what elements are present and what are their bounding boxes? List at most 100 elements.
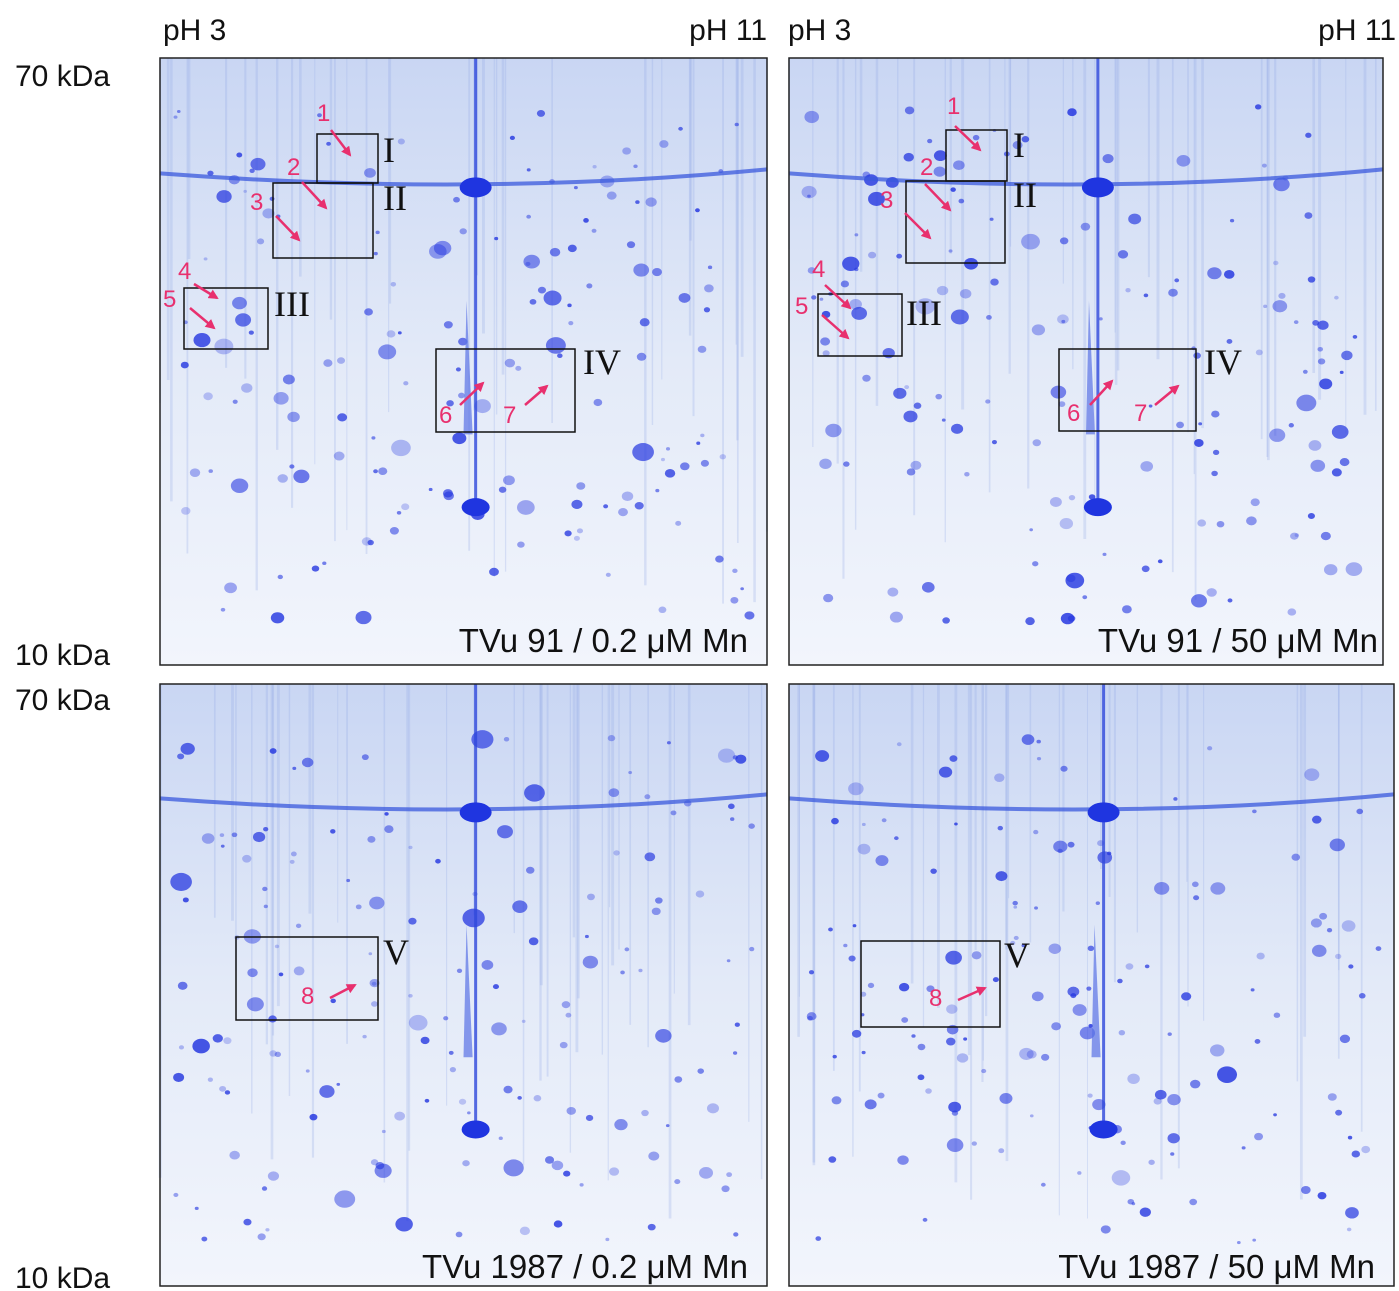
gel-spot (1288, 423, 1294, 428)
gel-spot (224, 1090, 231, 1095)
gel-spot (529, 299, 537, 305)
gel-spot (948, 1101, 962, 1113)
gel-spot (1036, 739, 1041, 744)
gel-spot (1083, 498, 1112, 517)
gel-spot (806, 1012, 817, 1021)
gel-spot (898, 982, 910, 992)
gel-spot (219, 1085, 227, 1092)
gel-spot (626, 241, 636, 249)
gel-spot (446, 400, 454, 407)
gel-spot (1263, 304, 1268, 309)
gel-spot (1352, 334, 1358, 339)
gel-spot (896, 742, 902, 747)
gel-spot (807, 194, 811, 198)
gel-spot (361, 754, 369, 761)
gel-spot (851, 1029, 862, 1038)
gel-spot (1031, 991, 1044, 1002)
gel-spot (467, 1111, 471, 1115)
gel-spot (295, 923, 302, 929)
gel-spot (223, 1037, 232, 1045)
gel-spot (992, 977, 999, 983)
gel-spot (1293, 320, 1299, 325)
gel-spot (1102, 153, 1114, 164)
gel-spot (492, 984, 500, 990)
gel-spot (1197, 519, 1207, 527)
gel-spot (1317, 346, 1324, 352)
gel-spot (173, 1072, 185, 1082)
gel-spot (1181, 992, 1192, 1001)
gel-border (159, 57, 768, 666)
gel-spot (670, 810, 677, 816)
gel-spot (1241, 1146, 1246, 1150)
gel-spot (533, 1095, 542, 1102)
gel-spot (1294, 533, 1299, 537)
spot-label: 3 (250, 189, 263, 216)
gel-spot (545, 1156, 555, 1164)
gel-streak (463, 924, 473, 1058)
gel-spot (403, 381, 409, 386)
gel-spot (1310, 918, 1322, 928)
gel-spot (1157, 559, 1163, 564)
gel-spot (1217, 1066, 1238, 1083)
gel-spot (576, 528, 584, 534)
gel-spot (459, 177, 492, 198)
gel-spot (461, 498, 490, 517)
gel-spot (246, 997, 264, 1012)
gel-spot (369, 896, 385, 910)
gel-spot (1311, 815, 1322, 824)
gel-spot (941, 418, 946, 422)
gel-spot (173, 1192, 179, 1198)
arrow (957, 986, 987, 1002)
arrow (821, 314, 850, 340)
gel-spot (620, 970, 625, 975)
gel-spot (401, 503, 410, 511)
gel-spot (277, 574, 283, 580)
arrow (524, 384, 549, 406)
gel-spot (1311, 944, 1327, 957)
gel-spot (1339, 370, 1344, 374)
gel-spot (638, 968, 643, 973)
gel-spot (1210, 882, 1226, 895)
gel-spot (289, 464, 295, 469)
gel-spot (269, 196, 275, 201)
gel-spot (1032, 439, 1042, 447)
gel-spot (652, 267, 662, 277)
gel-spot (1144, 964, 1150, 969)
gel-spot (212, 1034, 223, 1043)
gel-spot (1319, 912, 1328, 920)
gel-spot (1307, 276, 1316, 283)
gel-spot (704, 284, 714, 293)
gel-spot (903, 152, 914, 162)
gel-border (788, 683, 1395, 1287)
gel-spot (972, 134, 980, 141)
gel-spot (367, 835, 376, 843)
gel-spot (1048, 943, 1062, 954)
gel-spot (1236, 1241, 1241, 1245)
gel-spot (1317, 1191, 1327, 1200)
gel-spot (1026, 1050, 1037, 1059)
gel-spot (386, 330, 396, 338)
gel-spot (249, 168, 255, 174)
gel-spot (408, 845, 413, 850)
gel-spot (1278, 292, 1286, 299)
gel-spot (216, 190, 232, 203)
gel-spot (1154, 1089, 1167, 1100)
gel-spot (491, 1022, 507, 1036)
gel-spot (665, 447, 671, 451)
gel-spot (660, 457, 666, 462)
gel-spot (938, 766, 953, 778)
gel-spot (177, 753, 185, 760)
gel-spot (1323, 564, 1338, 576)
gel-spot (700, 433, 705, 438)
gel-spot (998, 1148, 1005, 1154)
gel-spot (243, 1218, 252, 1226)
gel-spot (1320, 531, 1331, 541)
gel-spot (519, 1226, 530, 1236)
gel-spot (1120, 1140, 1126, 1146)
gel-spot (644, 852, 656, 862)
gel-spot (815, 1236, 822, 1241)
gel-spot (963, 1037, 968, 1041)
gel-spot (371, 981, 377, 986)
gel-spot (371, 436, 376, 440)
